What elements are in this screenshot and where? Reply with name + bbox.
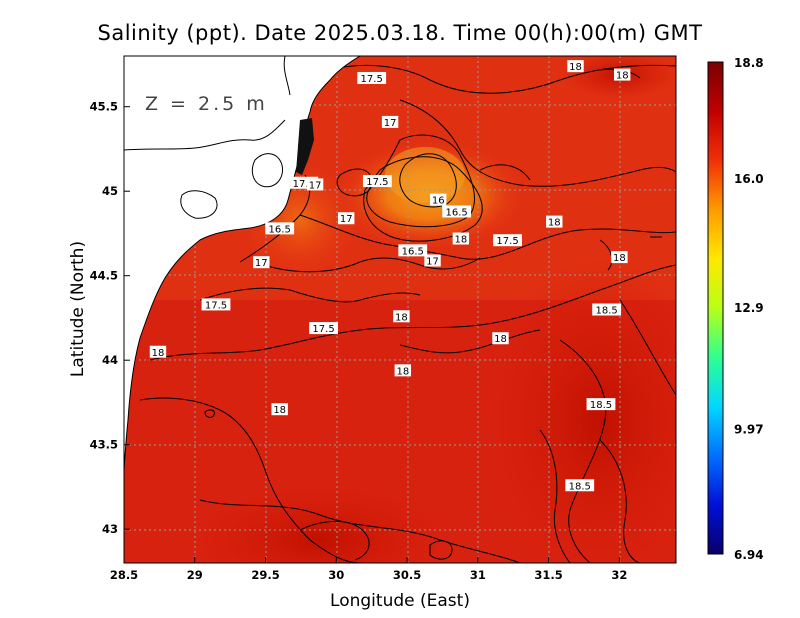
fresh-plume-core <box>385 147 465 203</box>
contour-label: 18 <box>548 218 561 229</box>
depth-label: Z = 2.5 m <box>145 93 268 115</box>
contour-label: 18.5 <box>596 306 618 317</box>
contour-label-box <box>442 205 472 218</box>
plot-frame <box>123 55 677 564</box>
contour-label: 18 <box>273 405 286 416</box>
contour-label-box <box>265 222 295 235</box>
contour-label: 18 <box>613 253 626 264</box>
contour-label: 17.5 <box>312 324 334 335</box>
contour-label-box <box>546 215 563 228</box>
contour-label-box <box>586 398 616 411</box>
contour-label: 18 <box>152 348 165 359</box>
contour-label-box <box>398 244 428 257</box>
contour-label: 17 <box>255 258 268 269</box>
contour-label: 18 <box>395 312 408 323</box>
contour-label-box <box>362 175 392 188</box>
y-tick-label: 44 <box>102 353 118 367</box>
contour-label: 18 <box>454 235 467 246</box>
colorbar-tick-label: 18.8 <box>734 56 764 70</box>
contour-label: 18 <box>569 62 582 73</box>
contour-label: 18.5 <box>590 400 612 411</box>
contour-label: 17.5 <box>366 177 388 188</box>
contour-label: 17 <box>309 180 322 191</box>
chart-title: Salinity (ppt). Date 2025.03.18. Time 00… <box>98 21 703 45</box>
contour-label: 16.5 <box>402 246 424 257</box>
x-axis-ticks: 28.5 29 29.5 30 30.5 31 31.5 32 <box>110 557 627 582</box>
contour-label: 18 <box>396 366 409 377</box>
contour-label-box <box>309 322 338 335</box>
contour-label: 17.5 <box>361 74 383 85</box>
delta-mouth <box>296 118 314 175</box>
y-tick-label: 45 <box>102 184 118 198</box>
y-axis-label: Latitude (North) <box>68 241 88 377</box>
contour-label: 16 <box>432 196 445 207</box>
lake-outline <box>180 190 218 219</box>
contour-label: 17.5 <box>205 300 227 311</box>
x-tick-label: 28.5 <box>110 568 138 582</box>
colorbar-tick-label: 16.0 <box>734 172 764 186</box>
contour-label-box <box>381 115 399 128</box>
x-tick-label: 31.5 <box>534 568 562 582</box>
inland-border-east <box>283 56 291 96</box>
contour-label-box <box>611 251 628 264</box>
contour-label-box <box>338 212 355 225</box>
colorbar-tick-label: 9.97 <box>734 422 764 436</box>
y-axis-ticks: 43 43.5 44 44.5 45 45.5 <box>90 100 130 536</box>
contour-label: 18 <box>494 334 507 345</box>
contour-label: 17.5 <box>496 236 518 247</box>
colorbar-ticks: 18.8 16.0 12.9 9.97 6.94 <box>734 56 764 562</box>
colorbar-tick-label: 12.9 <box>734 301 764 315</box>
contour-label-box <box>492 332 509 345</box>
inland-border-west <box>124 119 286 151</box>
deep-saline-patch-south <box>180 480 460 563</box>
contour-label-box <box>430 193 447 206</box>
y-tick-label: 45.5 <box>90 100 118 114</box>
lagoon-outline <box>251 153 284 188</box>
contour-label: 16.5 <box>269 224 291 235</box>
colorbar <box>707 61 724 555</box>
x-tick-label: 30.5 <box>393 568 421 582</box>
contour-label-box <box>452 232 470 245</box>
colorbar-tick-label: 6.94 <box>734 548 764 562</box>
contour-label-box <box>201 298 231 311</box>
contour-label-box <box>567 60 584 73</box>
contour-label-box <box>393 310 410 323</box>
contour-label-box <box>253 256 270 269</box>
x-axis-label: Longitude (East) <box>330 591 470 611</box>
contour-label: 18 <box>616 71 629 82</box>
contour-label-box <box>614 68 631 81</box>
coastline <box>124 56 361 471</box>
contour-label-box <box>149 345 167 358</box>
y-tick-label: 43 <box>102 522 118 536</box>
contour-label-box <box>424 254 441 267</box>
contour-label-box <box>592 303 622 316</box>
contour-label: 17 <box>384 118 397 129</box>
x-tick-label: 30 <box>328 568 344 582</box>
contour-label: 17 <box>426 256 439 267</box>
x-tick-label: 29.5 <box>251 568 279 582</box>
contour-label: 17.5 <box>293 179 315 190</box>
contour-label-box <box>394 364 412 377</box>
contour-label-box <box>306 178 324 191</box>
salinity-contours <box>139 64 676 563</box>
contour-label: 18.5 <box>569 481 591 492</box>
contour-label-box <box>357 71 387 84</box>
contour-label: 16.5 <box>445 207 467 218</box>
y-tick-label: 43.5 <box>90 438 118 452</box>
x-tick-label: 31 <box>470 568 486 582</box>
contour-label: 17 <box>340 214 353 225</box>
contour-label-box <box>493 234 522 247</box>
x-tick-label: 32 <box>611 568 627 582</box>
y-tick-label: 44.5 <box>90 269 118 283</box>
contour-label-box <box>565 479 595 492</box>
land-mask <box>124 56 361 471</box>
x-tick-label: 29 <box>187 568 203 582</box>
contour-label-box <box>271 403 288 416</box>
deep-saline-patch-east <box>480 250 676 563</box>
